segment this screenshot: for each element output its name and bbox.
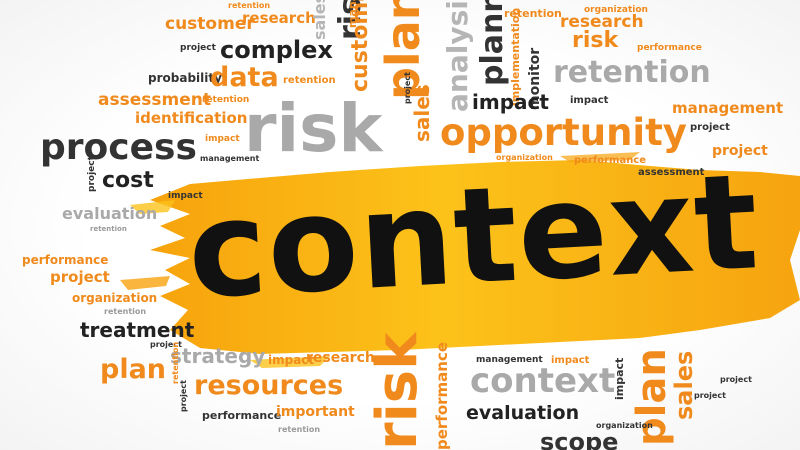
- word: complex: [220, 36, 333, 64]
- word: customer: [348, 0, 373, 92]
- word: performance: [22, 253, 109, 267]
- word: cost: [102, 168, 154, 193]
- word: impact: [613, 357, 626, 400]
- word: probability: [148, 71, 222, 85]
- word: risk: [572, 28, 619, 53]
- word: management: [200, 154, 260, 163]
- word: retention: [171, 341, 180, 384]
- word: opportunity: [440, 111, 687, 154]
- word: context: [470, 361, 616, 401]
- word: evaluation: [62, 204, 158, 223]
- word: organization: [72, 291, 158, 305]
- word: retention: [553, 55, 711, 90]
- word: impact: [168, 191, 203, 201]
- word: plan: [100, 354, 167, 385]
- word: assessment: [98, 90, 211, 110]
- word: organization: [496, 153, 553, 162]
- word: management: [476, 355, 543, 365]
- word: project: [180, 43, 216, 53]
- word: sales: [670, 350, 698, 420]
- word: process: [40, 127, 197, 168]
- word: retention: [283, 75, 336, 86]
- word: project: [720, 375, 752, 384]
- word: risk: [365, 332, 430, 450]
- word: impact: [570, 95, 609, 106]
- word: project: [179, 380, 188, 412]
- word: retention: [228, 1, 271, 10]
- word: retention: [504, 7, 562, 20]
- word: analysis: [441, 0, 474, 112]
- word: customer: [165, 14, 255, 34]
- word: resources: [194, 370, 344, 401]
- word: risk: [244, 90, 383, 167]
- word: scope: [540, 428, 619, 450]
- word: identification: [135, 109, 248, 127]
- word: project: [50, 268, 110, 286]
- word: research: [560, 12, 644, 32]
- word: performance: [574, 155, 647, 166]
- word: impact: [205, 134, 240, 144]
- word: retention: [104, 307, 147, 316]
- word: retention: [202, 95, 250, 105]
- word: performance: [433, 341, 451, 450]
- word: sales: [410, 84, 434, 142]
- word: important: [276, 404, 355, 420]
- word: project: [694, 391, 726, 400]
- word: impact: [268, 353, 315, 367]
- word: management: [672, 99, 784, 117]
- word: assessment: [638, 167, 705, 178]
- word: retention: [90, 225, 127, 233]
- word: project: [150, 340, 182, 349]
- word: data: [210, 62, 279, 93]
- word: retention: [278, 425, 321, 434]
- word: organization: [596, 421, 653, 430]
- word: project: [690, 122, 730, 133]
- word: impact: [472, 90, 549, 114]
- word: research: [306, 350, 375, 366]
- word: research: [242, 9, 316, 27]
- word: performance: [202, 409, 282, 422]
- word: project: [87, 156, 97, 192]
- word: project: [712, 143, 768, 159]
- main-title: context: [184, 145, 763, 329]
- word: sales: [310, 0, 329, 40]
- word: plan: [629, 348, 675, 446]
- word: performance: [637, 43, 702, 53]
- word: organization: [584, 5, 648, 15]
- word: treatment: [80, 318, 195, 342]
- word: impact: [551, 355, 590, 366]
- word: strategy: [170, 344, 266, 368]
- word: evaluation: [466, 402, 580, 424]
